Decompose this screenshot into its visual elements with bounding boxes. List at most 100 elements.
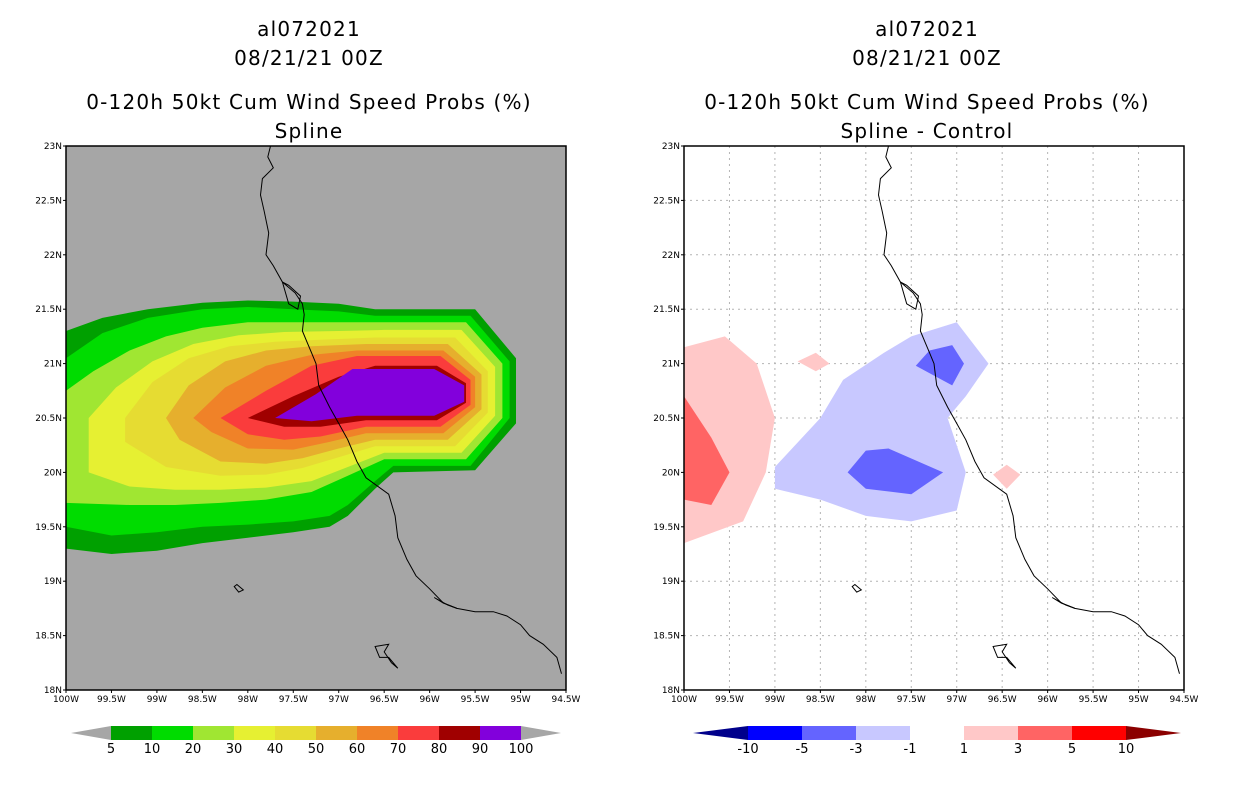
y-tick-label: 20.5N <box>653 414 680 424</box>
x-tick-label: 96W <box>1037 695 1057 705</box>
y-tick-label: 23N <box>44 142 62 152</box>
y-tick-label: 21.5N <box>653 305 680 315</box>
colorbar-band <box>316 726 357 740</box>
coast-feature <box>899 281 920 310</box>
x-tick-label: 95.5W <box>1079 695 1108 705</box>
map-layer <box>66 146 562 674</box>
init-time: 08/21/21 00Z <box>234 46 384 70</box>
y-tick-label: 22N <box>662 251 680 261</box>
y-tick-label: 19.5N <box>35 523 62 533</box>
colorbar-band <box>1072 726 1126 740</box>
colorbar-arrow-high <box>521 726 561 740</box>
contour-fill-neg3 <box>847 448 944 495</box>
y-tick-label: 22N <box>44 251 62 261</box>
x-tick-label: 99.5W <box>715 695 744 705</box>
y-tick-label: 22.5N <box>35 196 62 206</box>
coast-feature <box>281 281 302 310</box>
y-tick-label: 20N <box>44 468 62 478</box>
coast-feature <box>374 643 399 669</box>
x-tick-label: 95.5W <box>461 695 490 705</box>
chart-title: 0-120h 50kt Cum Wind Speed Probs (%) <box>704 90 1150 114</box>
colorbar-label: -10 <box>737 742 758 757</box>
contour-fill-1 <box>797 352 830 372</box>
colorbar-label: 3 <box>1014 742 1022 757</box>
y-tick-label: 21N <box>662 360 680 370</box>
x-tick-label: 94.5W <box>552 695 581 705</box>
x-tick-label: 95W <box>510 695 530 705</box>
colorbar-band <box>439 726 480 740</box>
x-tick-label: 97.5W <box>279 695 308 705</box>
y-tick-label: 20N <box>662 468 680 478</box>
colorbar-band <box>234 726 275 740</box>
colorbar-label: 40 <box>267 742 284 757</box>
colorbar-arrow-low <box>71 726 111 740</box>
colorbar-band <box>275 726 316 740</box>
colorbar-band <box>964 726 1018 740</box>
contour-fill-90 <box>275 369 465 422</box>
colorbar-label: -5 <box>796 742 809 757</box>
x-tick-label: 98W <box>856 695 876 705</box>
colorbar-band <box>748 726 802 740</box>
colorbar-label: 1 <box>960 742 968 757</box>
x-tick-label: 97.5W <box>897 695 926 705</box>
colorbar-label: -1 <box>904 742 917 757</box>
colorbar-band <box>398 726 439 740</box>
contour-fill-1 <box>993 464 1021 489</box>
contour-fill-neg3 <box>915 345 964 386</box>
colorbar-label: 10 <box>1118 742 1135 757</box>
chart-subtitle: Spline <box>274 119 344 143</box>
colorbar-label: 70 <box>390 742 407 757</box>
coastline <box>877 146 1180 674</box>
colorbar-band <box>357 726 398 740</box>
y-tick-label: 18.5N <box>35 632 62 642</box>
colorbar: -10 -5 -3 -1 1 3 5 10 <box>693 726 1181 757</box>
colorbar-label: 5 <box>107 742 115 757</box>
x-tick-label: 98.5W <box>188 695 217 705</box>
x-tick-label: 96.5W <box>988 695 1017 705</box>
colorbar-band <box>480 726 521 740</box>
chart-subtitle: Spline - Control <box>840 119 1014 143</box>
x-tick-label: 100W <box>671 695 697 705</box>
y-tick-label: 19N <box>44 577 62 587</box>
coast-feature <box>433 597 458 609</box>
panel-diff: al072021 08/21/21 00Z 0-120h 50kt Cum Wi… <box>618 0 1236 800</box>
init-time: 08/21/21 00Z <box>852 46 1002 70</box>
colorbar-band <box>152 726 193 740</box>
coastline <box>259 146 562 674</box>
coast-feature <box>851 583 863 593</box>
colorbar-label: 20 <box>185 742 202 757</box>
x-tick-label: 95W <box>1128 695 1148 705</box>
y-tick-label: 23N <box>662 142 680 152</box>
x-tick-label: 98W <box>238 695 258 705</box>
y-tick-label: 18N <box>44 686 62 696</box>
colorbar-arrow-high <box>1126 726 1181 740</box>
colorbar-band <box>856 726 910 740</box>
colorbar-label: 5 <box>1068 742 1076 757</box>
contour-fill-3 <box>684 396 730 505</box>
colorbar-label: 80 <box>431 742 448 757</box>
y-tick-label: 18.5N <box>653 632 680 642</box>
y-tick-label: 18N <box>662 686 680 696</box>
storm-id: al072021 <box>875 17 979 41</box>
colorbar-label: 50 <box>308 742 325 757</box>
colorbar-label: 100 <box>509 742 534 757</box>
colorbar-band <box>1018 726 1072 740</box>
colorbar-label: 10 <box>144 742 161 757</box>
x-tick-label: 99W <box>147 695 167 705</box>
y-tick-label: 19.5N <box>653 523 680 533</box>
y-tick-label: 21N <box>44 360 62 370</box>
coast-feature <box>1051 597 1076 609</box>
x-tick-label: 96W <box>419 695 439 705</box>
y-tick-label: 21.5N <box>35 305 62 315</box>
colorbar-arrow-low <box>693 726 748 740</box>
x-tick-label: 99.5W <box>97 695 126 705</box>
colorbar-band <box>193 726 234 740</box>
colorbar-label: 90 <box>472 742 489 757</box>
coast-feature <box>992 643 1017 669</box>
x-tick-label: 97W <box>329 695 349 705</box>
colorbar-label: 30 <box>226 742 243 757</box>
y-tick-label: 22.5N <box>653 196 680 206</box>
y-tick-label: 19N <box>662 577 680 587</box>
coast-feature <box>233 583 245 593</box>
storm-id: al072021 <box>257 17 361 41</box>
